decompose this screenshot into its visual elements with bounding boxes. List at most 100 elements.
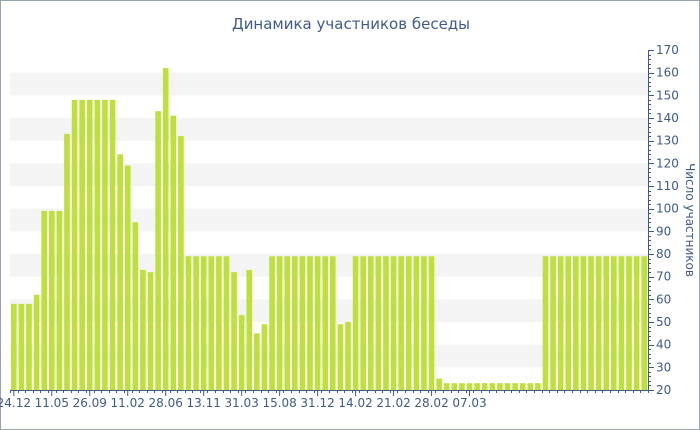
bar xyxy=(573,256,579,390)
bar xyxy=(527,383,534,390)
bar xyxy=(238,315,245,390)
bar xyxy=(398,256,404,390)
bar xyxy=(231,272,237,390)
bar xyxy=(633,256,640,390)
bar xyxy=(352,256,359,390)
bar xyxy=(124,165,131,390)
bar xyxy=(86,99,93,390)
y-axis-label: Число участников xyxy=(683,163,697,277)
y-tick-label: 150 xyxy=(656,88,679,102)
y-tick-label: 20 xyxy=(656,383,671,397)
x-tick-label: 07.03 xyxy=(452,396,486,410)
bar xyxy=(611,256,617,390)
x-tick-label: 11.02 xyxy=(111,396,145,410)
bar xyxy=(519,383,526,390)
y-tick-label: 60 xyxy=(656,292,671,306)
grid-band xyxy=(10,299,648,322)
x-tick-label: 11.05 xyxy=(35,396,69,410)
grid-band xyxy=(10,72,648,96)
bar xyxy=(284,256,291,390)
grid-bands xyxy=(10,72,648,368)
x-tick-label: 31.03 xyxy=(224,396,258,410)
bar xyxy=(595,256,602,390)
x-tick-label: 28.02 xyxy=(414,396,448,410)
y-tick-label: 30 xyxy=(656,360,671,374)
y-tick-label: 80 xyxy=(656,247,671,261)
bar xyxy=(504,383,511,390)
bar xyxy=(48,210,55,390)
bar xyxy=(223,256,230,390)
y-tick-label: 160 xyxy=(656,66,679,80)
bar xyxy=(322,256,328,390)
x-tick-label: 13.11 xyxy=(186,396,220,410)
grid-band xyxy=(10,254,648,277)
bar xyxy=(580,256,587,390)
bar xyxy=(481,383,488,390)
bar xyxy=(603,256,610,390)
bar xyxy=(185,256,192,390)
bar xyxy=(292,256,298,390)
bar xyxy=(132,222,139,390)
bar xyxy=(466,383,473,390)
bar xyxy=(421,256,427,390)
bar xyxy=(330,256,336,390)
bar xyxy=(216,256,222,390)
x-tick-label: 26.09 xyxy=(73,396,107,410)
x-tick-label: 14.02 xyxy=(338,396,372,410)
bar xyxy=(413,256,420,390)
y-tick-label: 70 xyxy=(656,270,671,284)
bar xyxy=(512,383,518,390)
bar xyxy=(550,256,556,390)
bar xyxy=(246,269,253,390)
bar xyxy=(109,99,116,390)
bar xyxy=(497,383,503,390)
grid-band xyxy=(10,163,648,186)
bar xyxy=(405,256,412,390)
x-tick-label: 21.02 xyxy=(376,396,410,410)
bar xyxy=(626,256,632,390)
bar xyxy=(588,256,594,390)
bar xyxy=(94,99,101,390)
x-tick-label: 24.12 xyxy=(0,396,31,410)
bar xyxy=(41,210,47,390)
bar xyxy=(375,256,382,390)
bar xyxy=(276,256,283,390)
bar xyxy=(390,256,397,390)
bar xyxy=(147,272,154,390)
bar xyxy=(178,136,184,390)
bar xyxy=(79,99,85,390)
bar xyxy=(261,324,268,390)
bar xyxy=(314,256,321,390)
y-tick-label: 110 xyxy=(656,179,679,193)
bar xyxy=(170,115,177,390)
y-tick-labels: 20 30 40 50 60 70 80 90 100 110 120 130 140 150 160 170 xyxy=(656,43,679,397)
bar xyxy=(26,303,32,390)
bar xyxy=(535,383,541,390)
bar xyxy=(451,383,458,390)
bars xyxy=(11,68,647,390)
bar xyxy=(117,154,123,390)
x-tick-label: 15.08 xyxy=(262,396,296,410)
bar xyxy=(428,256,435,390)
bar xyxy=(200,256,207,390)
y-tick-label: 140 xyxy=(656,111,679,125)
grid-band xyxy=(10,208,648,232)
y-tick-label: 170 xyxy=(656,43,679,57)
chart-title: Динамика участников беседы xyxy=(232,15,470,33)
axes xyxy=(10,50,654,396)
bar xyxy=(162,68,169,390)
y-tick-label: 130 xyxy=(656,134,679,148)
bar xyxy=(208,256,215,390)
bar xyxy=(459,383,465,390)
bar xyxy=(436,378,442,390)
bar xyxy=(337,324,344,390)
bar xyxy=(345,322,351,390)
bar xyxy=(299,256,306,390)
bar xyxy=(367,256,374,390)
bar xyxy=(56,210,63,390)
bar xyxy=(557,256,564,390)
bar xyxy=(542,256,549,390)
grid-band xyxy=(10,118,648,141)
y-tick-label: 100 xyxy=(656,202,679,216)
